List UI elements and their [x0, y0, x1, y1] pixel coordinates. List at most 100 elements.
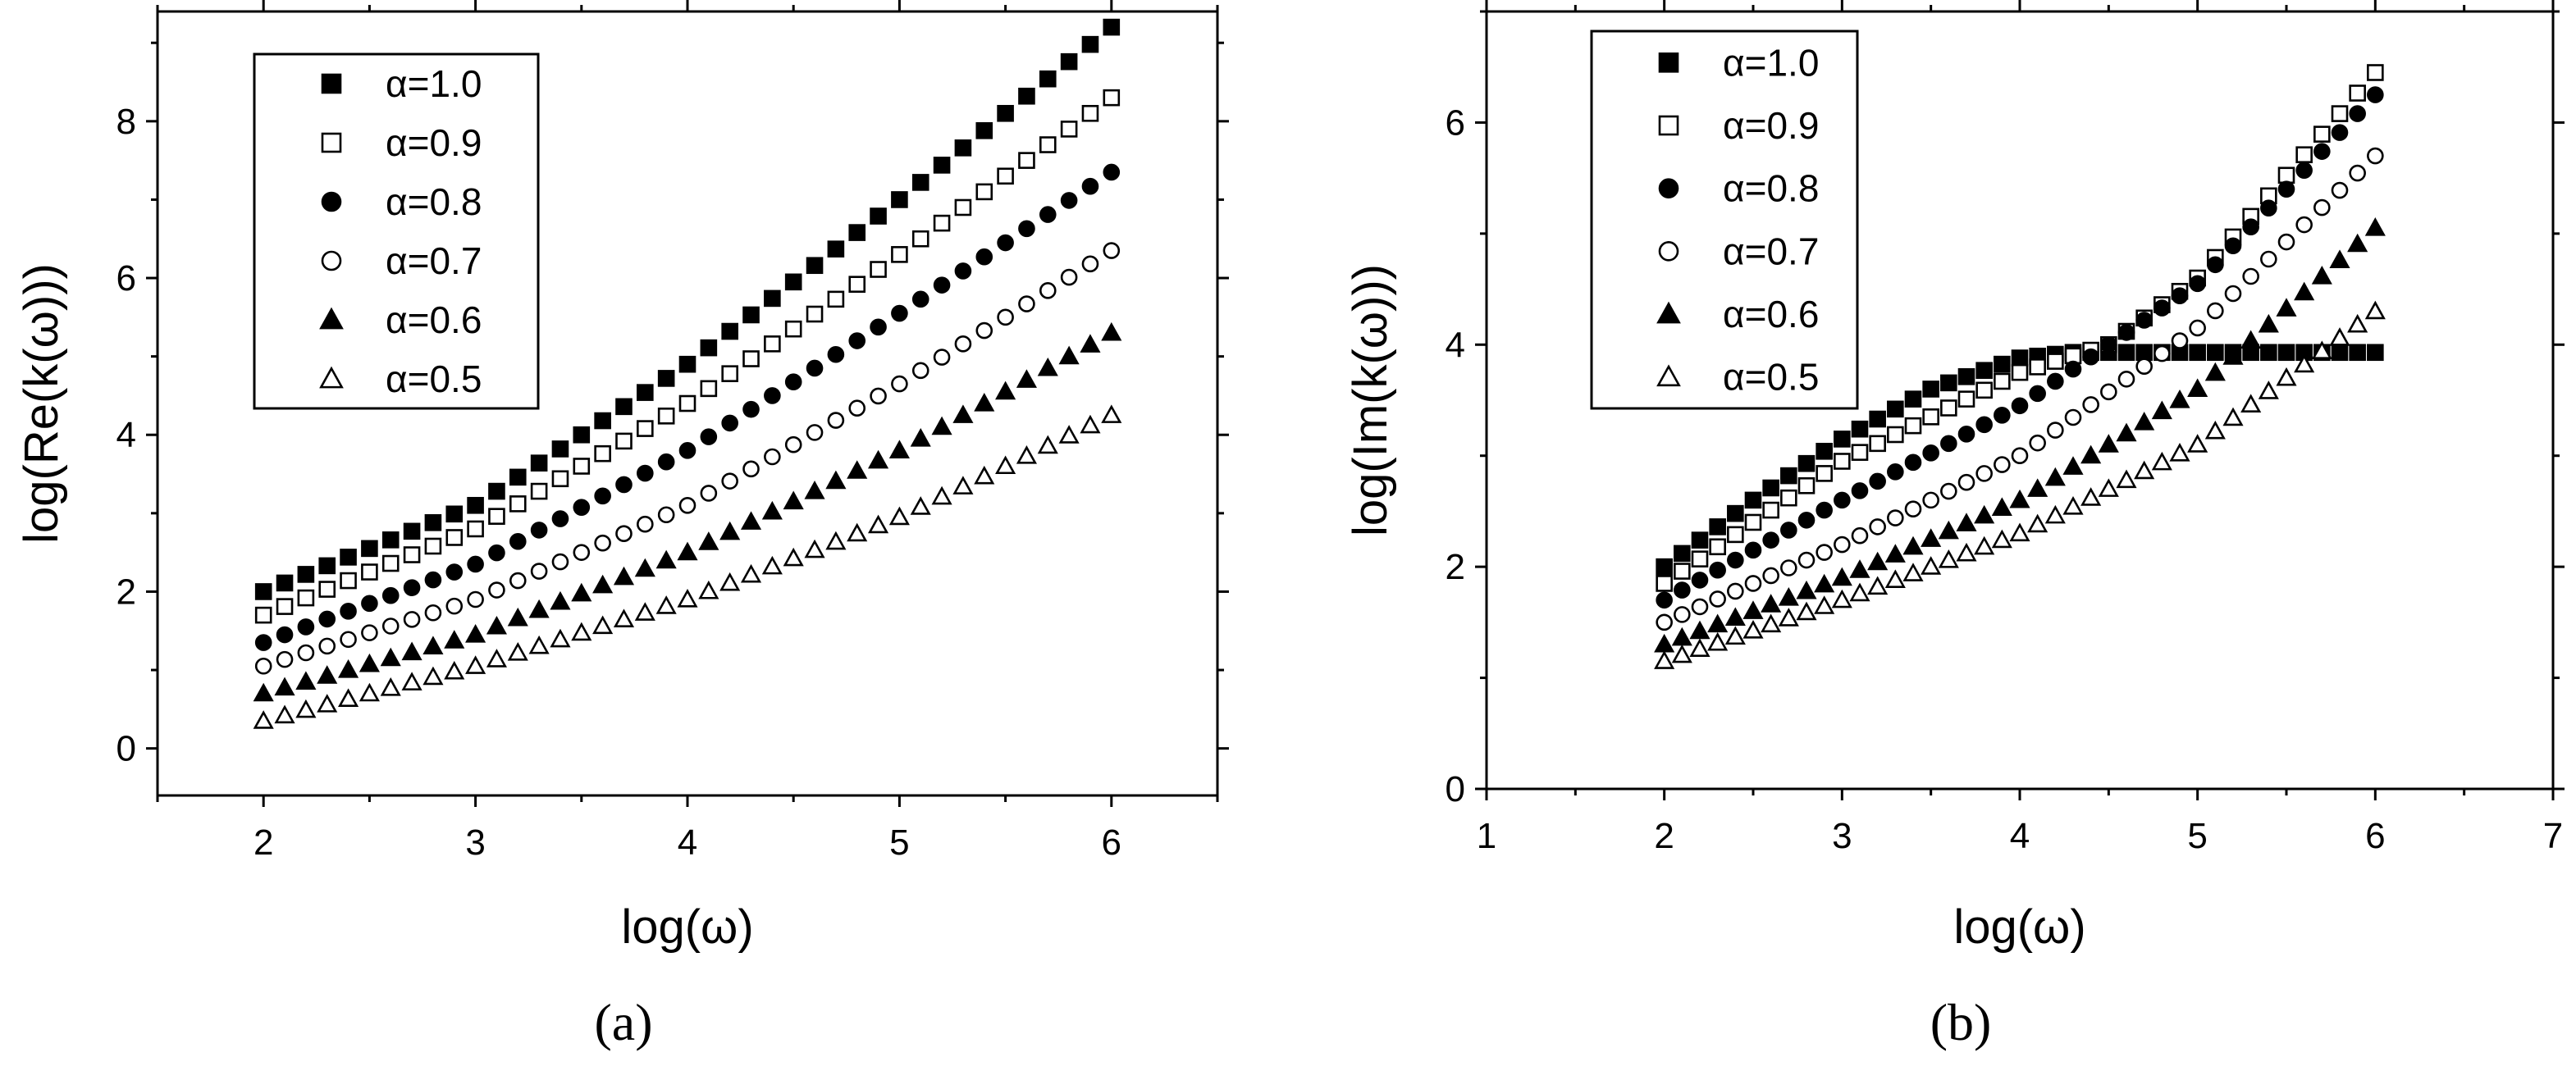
data-point — [2329, 249, 2350, 268]
data-point — [870, 207, 887, 225]
data-point — [1654, 650, 1675, 669]
data-point — [1884, 569, 1906, 588]
legend-marker — [1658, 241, 1679, 262]
legend-label: α=0.6 — [386, 299, 482, 341]
data-point — [2135, 358, 2153, 375]
data-point — [1797, 454, 1816, 472]
legend-box — [253, 52, 540, 410]
data-point — [2011, 363, 2029, 381]
data-point — [952, 404, 974, 423]
data-point — [403, 611, 421, 628]
data-point — [806, 424, 824, 441]
data-point — [424, 571, 442, 589]
data-point — [804, 539, 825, 558]
data-point — [2224, 237, 2242, 255]
data-point — [931, 416, 952, 435]
y-axis-label: log(Im(k(ω))) — [1344, 264, 1397, 536]
data-point — [2116, 422, 2137, 442]
data-point — [2169, 442, 2190, 462]
legend-marker — [319, 307, 344, 330]
data-point — [381, 554, 400, 572]
data-point — [613, 566, 635, 586]
data-point — [297, 589, 315, 607]
data-point — [2331, 181, 2349, 199]
data-point — [1671, 627, 1692, 646]
data-point — [2294, 353, 2315, 373]
data-point — [594, 534, 611, 552]
data-point — [783, 490, 804, 510]
data-point — [2224, 285, 2242, 303]
data-point — [1814, 595, 1835, 614]
data-point — [848, 332, 866, 349]
data-point — [1058, 345, 1080, 365]
data-point — [1904, 390, 1922, 408]
legend-marker — [321, 250, 342, 271]
data-point — [975, 122, 993, 139]
data-point — [637, 384, 654, 401]
data-point — [974, 465, 995, 485]
data-point — [2189, 344, 2206, 362]
data-point — [1016, 445, 1037, 464]
data-point — [784, 273, 802, 291]
data-point — [848, 224, 866, 241]
data-point — [1849, 559, 1870, 578]
data-point — [424, 537, 442, 555]
data-point — [761, 555, 783, 575]
data-point — [1956, 513, 1977, 531]
data-point — [592, 615, 614, 635]
data-point — [1081, 35, 1099, 53]
legend-marker — [1658, 178, 1679, 198]
y-tick-label: 0 — [116, 729, 136, 769]
series-α=0.8 — [254, 163, 1121, 651]
data-point — [445, 597, 464, 615]
data-point — [1922, 408, 1939, 426]
data-point — [2204, 362, 2226, 381]
data-point — [1922, 444, 1939, 462]
data-point — [2098, 434, 2119, 453]
data-point — [318, 557, 336, 575]
legend-marker — [321, 132, 342, 153]
data-point — [1904, 500, 1922, 518]
data-points — [1654, 64, 2386, 669]
data-point — [318, 637, 336, 655]
data-point — [1018, 152, 1035, 169]
data-point — [2011, 397, 2029, 415]
data-point — [700, 339, 718, 357]
data-point — [2367, 147, 2384, 165]
data-point — [740, 511, 762, 530]
data-point — [445, 505, 464, 523]
data-point — [1975, 381, 1993, 399]
data-point — [764, 448, 781, 466]
data-point — [1709, 518, 1726, 536]
data-point — [2169, 389, 2190, 408]
data-point — [1849, 582, 1870, 602]
legend-label: α=0.8 — [386, 180, 482, 223]
data-point — [2242, 267, 2259, 285]
data-point — [2349, 344, 2366, 362]
data-point — [1037, 435, 1058, 454]
data-point — [2367, 344, 2384, 362]
data-point — [444, 630, 465, 649]
data-point — [1039, 206, 1057, 223]
data-point — [571, 622, 592, 641]
data-point — [254, 657, 272, 675]
data-point — [1103, 89, 1121, 107]
data-point — [2080, 444, 2102, 464]
data-point — [2331, 105, 2349, 122]
data-point — [276, 598, 294, 615]
data-point — [2082, 348, 2099, 366]
data-point — [2242, 218, 2259, 236]
data-point — [1060, 121, 1078, 138]
data-point — [848, 399, 866, 417]
data-point — [784, 435, 802, 453]
x-tick-label: 3 — [1832, 816, 1852, 856]
data-point — [868, 514, 889, 534]
data-point — [2347, 313, 2368, 333]
data-point — [1727, 526, 1744, 544]
data-point — [2260, 344, 2277, 362]
data-point — [1922, 381, 1939, 398]
data-point — [2100, 383, 2117, 401]
data-point — [1762, 479, 1779, 497]
data-point — [422, 636, 444, 654]
data-point — [467, 590, 484, 608]
